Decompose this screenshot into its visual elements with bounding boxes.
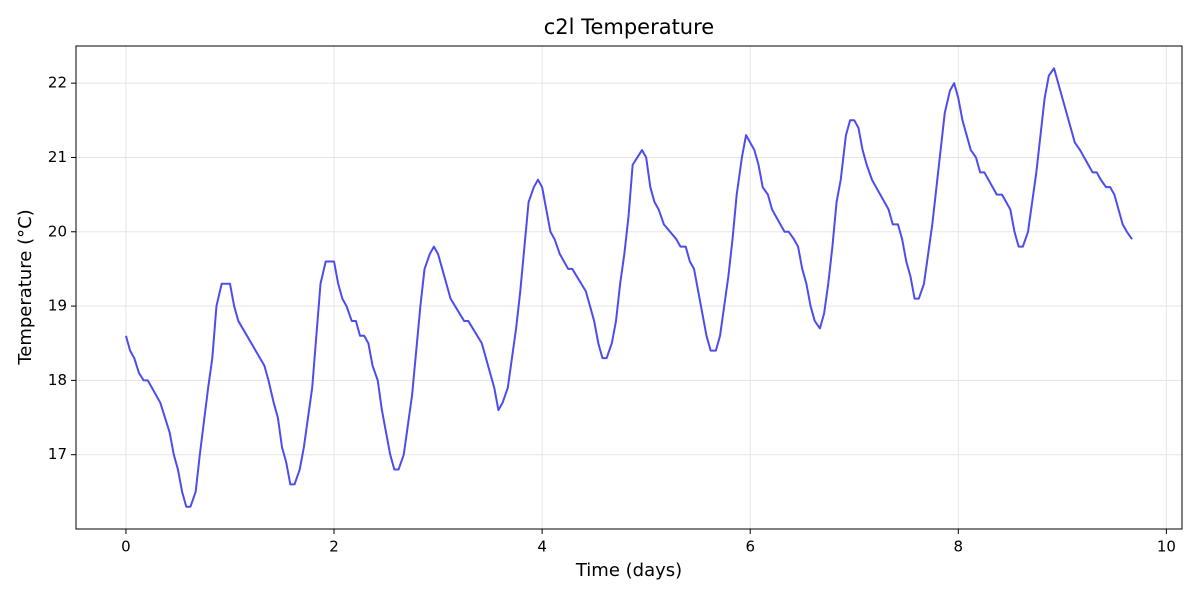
y-axis-label: Temperature (°C)	[15, 209, 36, 365]
x-tick-label: 2	[329, 538, 339, 556]
plot-frame	[75, 45, 1183, 530]
y-tick-label: 18	[48, 371, 67, 389]
x-tick-label: 4	[537, 538, 547, 556]
data-line	[124, 67, 1133, 508]
x-tick-label: 0	[121, 538, 131, 556]
chart-title: c2l Temperature	[544, 15, 714, 39]
y-tick-label: 22	[48, 74, 67, 92]
x-axis-label: Time (days)	[575, 560, 682, 581]
y-tick-label: 17	[48, 445, 67, 463]
y-tick-label: 21	[48, 148, 67, 166]
y-tick-label: 19	[48, 297, 67, 315]
x-tick-label: 6	[745, 538, 755, 556]
x-tick-label: 8	[954, 538, 964, 556]
x-tick-label: 10	[1157, 538, 1176, 556]
y-tick-label: 20	[48, 222, 67, 240]
